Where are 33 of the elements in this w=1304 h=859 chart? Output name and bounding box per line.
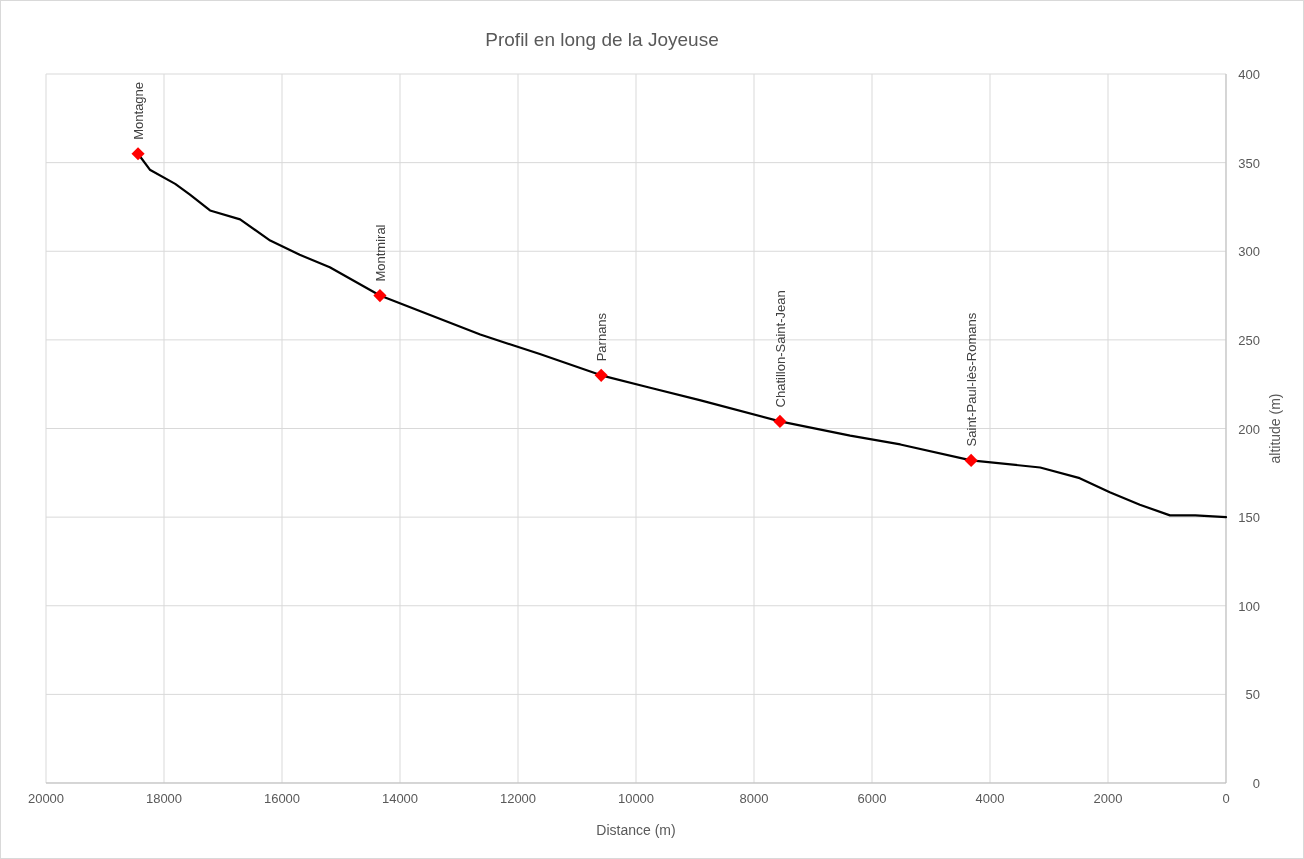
x-tick-label: 14000 [381, 791, 419, 806]
x-tick-label: 0 [1222, 791, 1230, 806]
point [131, 147, 145, 161]
x-tick-label: 6000 [857, 791, 887, 806]
x-axis-title: Distance (m) [596, 822, 676, 838]
y-axis-title: altitude (m) [1267, 393, 1283, 464]
point [773, 414, 787, 428]
y-tick-label: 150 [1238, 510, 1260, 526]
y-tick-label: 300 [1238, 244, 1260, 260]
y-tick-label: 350 [1238, 155, 1260, 171]
point [964, 453, 978, 467]
y-tick-label: 0 [1252, 776, 1260, 791]
annotation: Saint-Paul-lès-Romans [964, 312, 980, 447]
x-tick-label: 16000 [263, 791, 301, 806]
annotation: Montagne [131, 81, 147, 140]
y-tick-label: 400 [1238, 67, 1260, 82]
x-tick-label: 4000 [975, 791, 1005, 806]
y-tick-label: 100 [1238, 598, 1260, 614]
y-tick-label: 250 [1238, 332, 1260, 348]
x-tick-label: 8000 [739, 791, 769, 806]
y-tick-label: 200 [1238, 421, 1260, 437]
point [594, 368, 608, 382]
x-tick-label: 18000 [145, 791, 183, 806]
x-tick-label: 12000 [499, 791, 537, 806]
annotation: Parnans [594, 312, 610, 362]
annotation: Chatillon-Saint-Jean [772, 290, 788, 408]
annotation: Montmiral [372, 224, 388, 282]
point [373, 288, 387, 303]
x-tick-label: 2000 [1093, 791, 1123, 806]
x-tick-label: 10000 [617, 791, 655, 806]
x-tick-label: 20000 [27, 791, 65, 806]
y-tick-label: 50 [1245, 687, 1260, 703]
chart-title: Profil en long de la Joyeuse [485, 29, 719, 50]
